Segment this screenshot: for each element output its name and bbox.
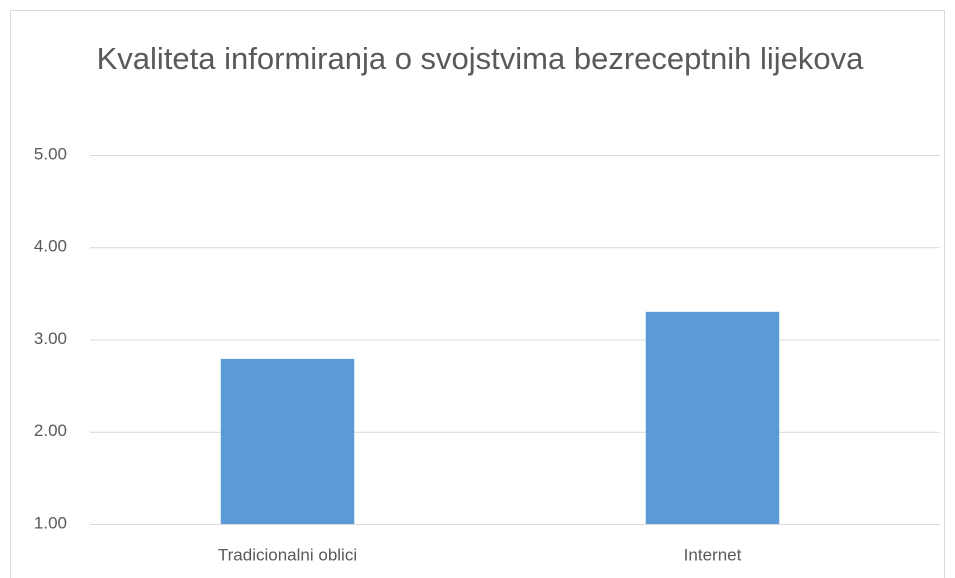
y-tick-label: 1.00: [34, 513, 67, 532]
y-tick-label: 4.00: [34, 237, 67, 256]
chart-border: [10, 10, 945, 578]
bar: [220, 358, 355, 524]
y-tick-label: 2.00: [34, 421, 67, 440]
chart-title: Kvaliteta informiranja o svojstvima bezr…: [96, 41, 864, 76]
x-tick-label: Internet: [684, 545, 742, 564]
bar: [645, 311, 780, 524]
y-tick-label: 5.00: [34, 144, 67, 163]
x-tick-label: Tradicionalni oblici: [218, 545, 357, 564]
y-tick-label: 3.00: [34, 329, 67, 348]
